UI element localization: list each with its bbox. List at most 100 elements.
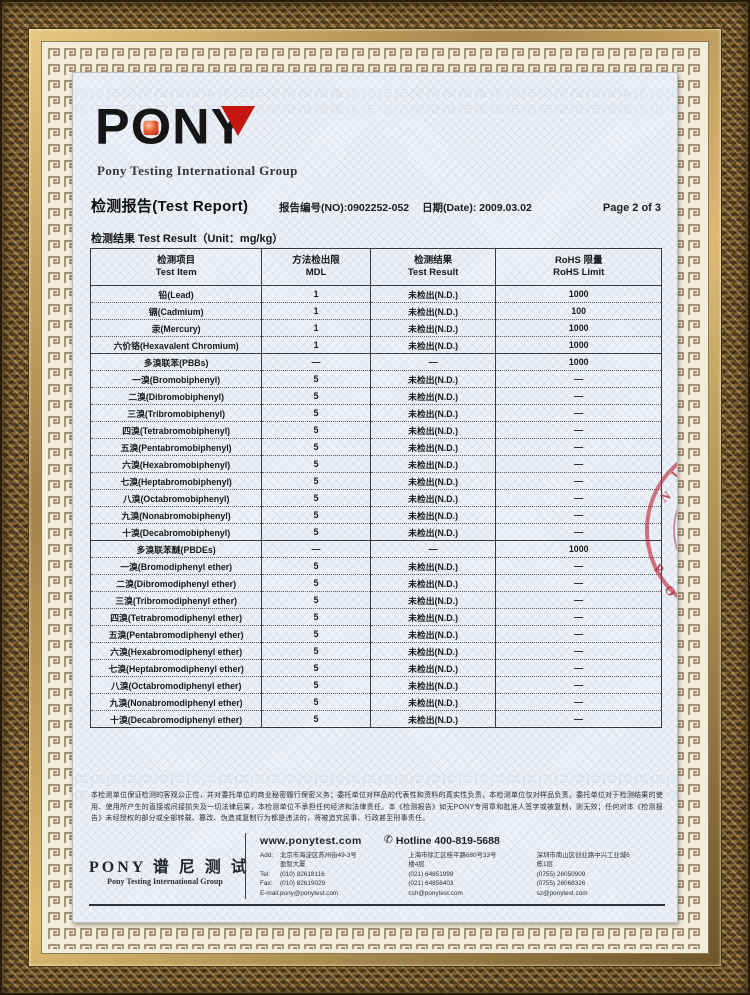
cell-limit: —: [495, 608, 662, 626]
office-line: (010) 82618116: [280, 870, 325, 878]
cell-test-item: 铅(Lead): [89, 285, 262, 303]
cell-limit: 1000: [495, 336, 662, 354]
cell-test-item: 五溴(Pentabromodiphenyl ether): [89, 625, 262, 643]
report-date: 日期(Date): 2009.03.02: [422, 202, 532, 214]
cell-mdl: 5: [261, 557, 371, 575]
cell-test-item: 三溴(Tribromodiphenyl ether): [89, 591, 262, 609]
table-row: 四溴(Tetrabromobiphenyl) 5 未检出(N.D.) —: [89, 421, 662, 439]
cell-mdl: 5: [261, 472, 371, 490]
stamp-letter: N: [657, 487, 674, 506]
cell-mdl: 1: [261, 302, 371, 320]
disclaimer-text: 本检测单位保证检测的客观公正性，并对委托单位的商业秘密履行保密义务；委托单位对样…: [91, 792, 663, 823]
cell-test-item: 七溴(Heptabromodiphenyl ether): [89, 659, 262, 677]
table-row: 十溴(Decabromobiphenyl) 5 未检出(N.D.) —: [89, 523, 662, 541]
logo-letter-o: O: [131, 102, 172, 152]
cell-result: 未检出(N.D.): [369, 472, 496, 490]
contact-labels-column: Add: Tel: Fax: E-mail:: [254, 851, 280, 899]
office-line: (021) 64856403: [408, 880, 454, 888]
cell-limit: —: [495, 455, 662, 473]
cell-mdl: 5: [261, 659, 371, 677]
cell-mdl: 1: [261, 285, 371, 303]
picture-frame-gold-bevel: I N P O P O N Y: [28, 28, 722, 967]
table-row: 三溴(Tribromodiphenyl ether) 5 未检出(N.D.) —: [89, 591, 662, 609]
table-row: 五溴(Pentabromodiphenyl ether) 5 未检出(N.D.) —: [89, 625, 662, 643]
table-row: 五溴(Pentabromobiphenyl) 5 未检出(N.D.) —: [89, 438, 662, 456]
cell-mdl: 5: [261, 591, 371, 609]
cell-result: 未检出(N.D.): [369, 693, 496, 711]
section-label: 检测结果 Test Result（Unit：mg/kg）: [91, 233, 284, 245]
office-line: pony@ponytest.com: [280, 890, 339, 898]
table-row: 二溴(Dibromodiphenyl ether) 5 未检出(N.D.) —: [89, 574, 662, 592]
cell-test-item: 一溴(Bromodiphenyl ether): [89, 557, 262, 575]
footer: PONY 谱 尼 测 试 Pony Testing International …: [89, 832, 665, 906]
cell-limit: —: [495, 370, 662, 388]
cell-result: 未检出(N.D.): [369, 421, 496, 439]
cell-test-item: 多溴联苯醚(PBDEs): [89, 540, 262, 558]
cell-mdl: 5: [261, 710, 371, 728]
office-line: csh@ponytest.com: [408, 890, 463, 898]
cell-test-item: 九溴(Nonabromodiphenyl ether): [89, 693, 262, 711]
cell-mdl: 5: [261, 506, 371, 524]
office-line: (0755) 26068326: [536, 880, 586, 888]
cell-limit: —: [495, 438, 662, 456]
cell-test-item: 九溴(Nonabromobiphenyl): [89, 506, 262, 524]
contacts-grid: Add: Tel: Fax: E-mail: 北京市海淀区苏州街49-3号 盈智大厦 (0…: [254, 851, 665, 899]
cell-limit: 1000: [495, 540, 662, 558]
cell-limit: 100: [495, 302, 662, 320]
cell-mdl: 5: [261, 608, 371, 626]
cell-result: 未检出(N.D.): [369, 319, 496, 337]
cell-test-item: 四溴(Tetrabromobiphenyl): [89, 421, 262, 439]
watermark-band-top: [73, 87, 677, 113]
report-number: 报告编号(NO):0902252-052: [279, 202, 410, 214]
table-header-row: 检测项目 Test Item 方法检出限 MDL 检测结果 Test Result R…: [89, 248, 662, 286]
cell-test-item: 多溴联苯(PBBs): [89, 353, 262, 371]
cell-limit: —: [495, 659, 662, 677]
cell-result: 未检出(N.D.): [369, 489, 496, 507]
table-row: 八溴(Octabromodiphenyl ether) 5 未检出(N.D.) —: [89, 676, 662, 694]
cell-mdl: 1: [261, 336, 371, 354]
footer-divider: [245, 832, 246, 899]
col-header-test-item: 检测项目 Test Item: [89, 248, 262, 286]
footer-brand: PONY 谱 尼 测 试 Pony Testing International …: [89, 833, 247, 899]
cell-result: 未检出(N.D.): [369, 625, 496, 643]
cell-limit: —: [495, 523, 662, 541]
title-row: 检测报告(Test Report) 报告编号(NO):0902252-052 日…: [91, 195, 665, 216]
cell-mdl: 5: [261, 676, 371, 694]
col-header-test-result: 检测结果 Test Result: [369, 248, 496, 286]
table-row: 九溴(Nonabromodiphenyl ether) 5 未检出(N.D.) —: [89, 693, 662, 711]
table-row: 十溴(Decabromodiphenyl ether) 5 未检出(N.D.) —: [89, 710, 662, 728]
cell-test-item: 八溴(Octabromodiphenyl ether): [89, 676, 262, 694]
table-row: 八溴(Octabromobiphenyl) 5 未检出(N.D.) —: [89, 489, 662, 507]
cell-mdl: 5: [261, 489, 371, 507]
website-url: www.ponytest.com: [260, 834, 362, 847]
cell-result: 未检出(N.D.): [369, 438, 496, 456]
table-row: 镉(Cadmium) 1 未检出(N.D.) 100: [89, 302, 662, 320]
table-row: 六溴(Hexabromodiphenyl ether) 5 未检出(N.D.) —: [89, 642, 662, 660]
office-column: 深圳市南山区创业路中兴工业城6 栋1层 (0755) 26050909 (0755) …: [537, 851, 665, 899]
cell-result: 未检出(N.D.): [369, 404, 496, 422]
table-row: 七溴(Heptabromobiphenyl) 5 未检出(N.D.) —: [89, 472, 662, 490]
page-indicator: Page 2 of 3: [602, 202, 661, 214]
table-row: 一溴(Bromobiphenyl) 5 未检出(N.D.) —: [89, 370, 662, 388]
table-row: 三溴(Tribromobiphenyl) 5 未检出(N.D.) —: [89, 404, 662, 422]
cell-limit: 1000: [495, 285, 662, 303]
office-line: 栋1层: [536, 861, 553, 869]
logo-subtitle: Pony Testing International Group: [97, 163, 298, 178]
cell-test-item: 六价铬(Hexavalent Chromium): [89, 336, 262, 354]
contact-label: [260, 860, 280, 870]
cell-test-item: 汞(Mercury): [89, 319, 262, 337]
table-row: 七溴(Heptabromodiphenyl ether) 5 未检出(N.D.) —: [89, 659, 662, 677]
footer-contacts: www.ponytest.com ✆ Hotline 400-819-5688 …: [254, 833, 665, 899]
cell-result: 未检出(N.D.): [369, 523, 496, 541]
cell-result: 未检出(N.D.): [369, 591, 496, 609]
table-row: 一溴(Bromodiphenyl ether) 5 未检出(N.D.) —: [89, 557, 662, 575]
report-title: 检测报告(Test Report): [91, 198, 249, 215]
cell-result: 未检出(N.D.): [369, 302, 496, 320]
pony-logo: P O N Y: [95, 102, 665, 155]
office-line: (010) 82619029: [280, 880, 326, 888]
table-row: 四溴(Tetrabromodiphenyl ether) 5 未检出(N.D.) —: [89, 608, 662, 626]
office-column: 上海市徐汇区桂平路680号33号 楼4层 (021) 64851999 (021) 6…: [408, 851, 536, 899]
cell-result: 未检出(N.D.): [369, 285, 496, 303]
cell-result: 未检出(N.D.): [369, 642, 496, 660]
cell-limit: —: [495, 489, 662, 507]
